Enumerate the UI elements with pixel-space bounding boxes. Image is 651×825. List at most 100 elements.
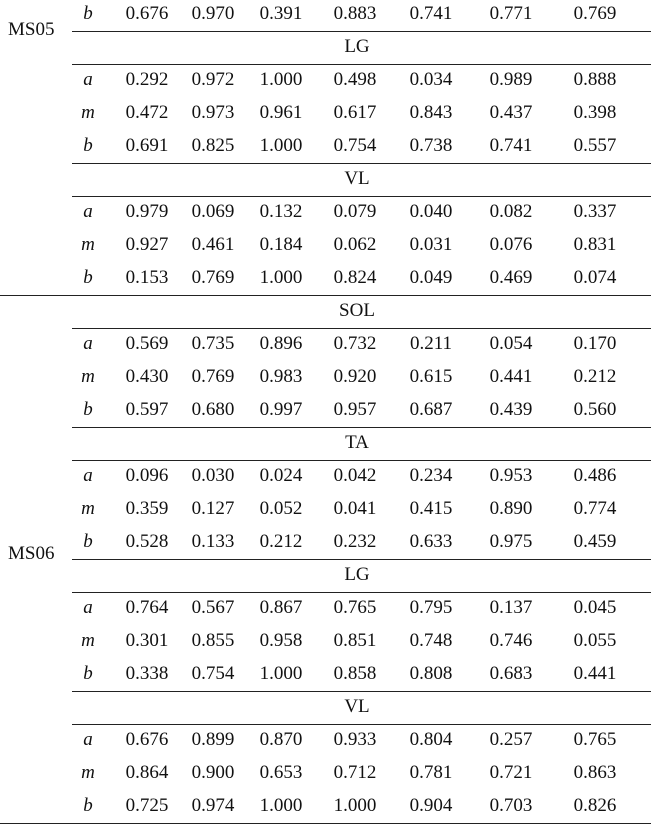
table-cell: 0.486 [573, 465, 617, 486]
table-cell: 0.864 [125, 762, 169, 783]
table-cell: 0.754 [333, 135, 377, 156]
table-cell: 0.831 [573, 234, 617, 255]
table-cell: 0.391 [259, 3, 303, 24]
section-rule [72, 460, 651, 461]
row-label: m [81, 366, 95, 387]
table-cell: 0.439 [489, 399, 533, 420]
table-cell: 0.703 [489, 795, 533, 816]
group-rule [0, 823, 651, 824]
table-cell: 0.096 [125, 465, 169, 486]
table-cell: 0.461 [191, 234, 235, 255]
row-label: m [81, 762, 95, 783]
table-cell: 0.863 [573, 762, 617, 783]
table-cell: 0.653 [259, 762, 303, 783]
table-cell: 0.769 [191, 267, 235, 288]
table-cell: 0.680 [191, 399, 235, 420]
table-cell: 0.824 [333, 267, 377, 288]
table-cell: 0.133 [191, 531, 235, 552]
table-cell: 0.441 [489, 366, 533, 387]
section-rule [72, 559, 651, 560]
table-cell: 0.851 [333, 630, 377, 651]
table-cell: 0.031 [409, 234, 453, 255]
row-label: b [83, 531, 93, 552]
table-cell: 0.933 [333, 729, 377, 750]
table-cell: 0.888 [573, 69, 617, 90]
table-cell: 0.069 [191, 201, 235, 222]
section-rule [72, 31, 651, 32]
table-cell: 1.000 [259, 663, 303, 684]
table-cell: 0.920 [333, 366, 377, 387]
table-cell: 0.769 [191, 366, 235, 387]
table-cell: 0.983 [259, 366, 303, 387]
row-label: b [83, 3, 93, 24]
table-cell: 0.765 [333, 597, 377, 618]
table-cell: 0.082 [489, 201, 533, 222]
table-cell: 0.127 [191, 498, 235, 519]
table-cell: 0.062 [333, 234, 377, 255]
table-cell: 0.234 [409, 465, 453, 486]
table-cell: 0.953 [489, 465, 533, 486]
table-cell: 0.074 [573, 267, 617, 288]
table-cell: 0.557 [573, 135, 617, 156]
table-cell: 0.746 [489, 630, 533, 651]
row-label: m [81, 234, 95, 255]
row-label: m [81, 102, 95, 123]
table-cell: 0.896 [259, 333, 303, 354]
group-rule [0, 295, 651, 296]
table-cell: 0.975 [489, 531, 533, 552]
row-label: b [83, 267, 93, 288]
table-cell: 0.741 [409, 3, 453, 24]
table-cell: 0.712 [333, 762, 377, 783]
table-cell: 0.472 [125, 102, 169, 123]
table-cell: 0.687 [409, 399, 453, 420]
table-cell: 0.735 [191, 333, 235, 354]
row-label: a [83, 465, 93, 486]
section-rule [72, 592, 651, 593]
table-cell: 0.927 [125, 234, 169, 255]
table-cell: 0.676 [125, 729, 169, 750]
table-cell: 0.961 [259, 102, 303, 123]
table-cell: 0.567 [191, 597, 235, 618]
section-rule [72, 724, 651, 725]
section-title: LG [344, 564, 370, 585]
table-cell: 0.049 [409, 267, 453, 288]
table-cell: 0.359 [125, 498, 169, 519]
table-cell: 0.045 [573, 597, 617, 618]
table-cell: 0.771 [489, 3, 533, 24]
group-label: MS05 [8, 19, 55, 40]
table-cell: 0.398 [573, 102, 617, 123]
table-cell: 0.676 [125, 3, 169, 24]
table-cell: 0.569 [125, 333, 169, 354]
table-cell: 0.617 [333, 102, 377, 123]
table-cell: 0.825 [191, 135, 235, 156]
table-cell: 0.301 [125, 630, 169, 651]
table-cell: 0.870 [259, 729, 303, 750]
section-title: SOL [339, 300, 375, 321]
table-cell: 0.691 [125, 135, 169, 156]
table-cell: 0.615 [409, 366, 453, 387]
table-cell: 0.989 [489, 69, 533, 90]
table-cell: 0.781 [409, 762, 453, 783]
table-cell: 0.958 [259, 630, 303, 651]
table-cell: 0.338 [125, 663, 169, 684]
table-cell: 0.979 [125, 201, 169, 222]
section-title: VL [344, 168, 370, 189]
table-cell: 0.079 [333, 201, 377, 222]
table-cell: 0.900 [191, 762, 235, 783]
table-cell: 0.683 [489, 663, 533, 684]
table-cell: 0.748 [409, 630, 453, 651]
row-label: a [83, 69, 93, 90]
table-cell: 0.232 [333, 531, 377, 552]
table-cell: 0.052 [259, 498, 303, 519]
table-cell: 0.469 [489, 267, 533, 288]
row-label: b [83, 135, 93, 156]
table-cell: 1.000 [259, 267, 303, 288]
table-cell: 0.738 [409, 135, 453, 156]
table-cell: 0.972 [191, 69, 235, 90]
table-cell: 0.184 [259, 234, 303, 255]
table-cell: 0.459 [573, 531, 617, 552]
table-cell: 0.560 [573, 399, 617, 420]
table-cell: 0.137 [489, 597, 533, 618]
table-cell: 0.997 [259, 399, 303, 420]
